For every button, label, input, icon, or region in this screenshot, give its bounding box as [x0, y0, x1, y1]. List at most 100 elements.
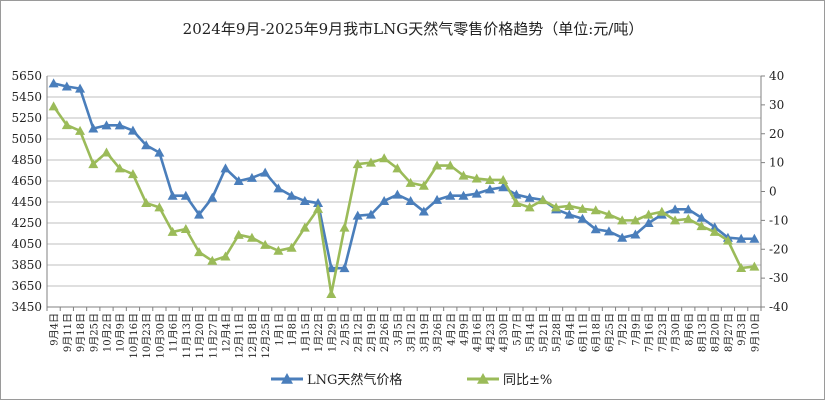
yoy-data-point — [194, 247, 205, 257]
yoy-data-point — [511, 198, 522, 208]
left-tick-label: 3450 — [11, 300, 42, 314]
price-data-point — [260, 167, 271, 177]
x-tick-label: 9月11日 — [62, 313, 74, 352]
x-tick-label: 8月27日 — [723, 313, 735, 352]
price-data-point — [233, 176, 244, 185]
price-data-point — [577, 213, 588, 223]
x-tick-label: 7月16日 — [644, 313, 656, 352]
price-data-point — [299, 195, 310, 205]
price-data-point — [432, 194, 443, 204]
price-data-point — [617, 232, 628, 242]
yoy-data-point — [630, 215, 641, 225]
price-data-point — [683, 204, 694, 214]
price-data-point — [630, 229, 641, 239]
x-tick-label: 12月4日 — [221, 313, 233, 352]
price-data-point — [696, 212, 707, 222]
legend-price-marker — [281, 373, 293, 384]
x-tick-label: 7月23日 — [657, 313, 669, 352]
yoy-data-point — [392, 163, 403, 173]
price-data-point — [524, 192, 535, 202]
x-tick-label: 9月25日 — [88, 313, 100, 352]
x-tick-label: 6月11日 — [578, 313, 590, 352]
yoy-data-point — [749, 261, 760, 271]
price-data-point — [352, 210, 363, 220]
x-tick-label: 3月5日 — [392, 313, 404, 346]
price-data-point — [88, 123, 99, 133]
left-tick-label: 4850 — [11, 153, 42, 167]
yoy-data-point — [75, 125, 86, 135]
yoy-data-point — [643, 209, 654, 219]
price-data-point — [365, 209, 376, 219]
x-tick-label: 12月25日 — [260, 313, 272, 358]
price-data-point — [736, 233, 747, 243]
x-tick-label: 9月18日 — [75, 313, 87, 352]
x-tick-label: 3月26日 — [432, 313, 444, 352]
x-tick-label: 10月23日 — [141, 313, 153, 358]
yoy-data-point — [299, 222, 310, 232]
x-tick-label: 2月26日 — [379, 313, 391, 352]
yoy-data-point — [617, 215, 628, 225]
yoy-data-point — [220, 251, 231, 261]
yoy-data-point — [233, 229, 244, 239]
right-tick-label: -20 — [769, 242, 788, 256]
price-series-line — [53, 82, 755, 270]
left-tick-label: 5050 — [11, 132, 42, 146]
left-tick-label: 3650 — [11, 279, 42, 293]
x-tick-label: 11月6日 — [168, 313, 180, 352]
price-data-point — [286, 190, 297, 200]
left-tick-label: 4050 — [11, 237, 42, 251]
price-data-point — [220, 163, 231, 173]
left-tick-label: 5450 — [11, 90, 42, 104]
price-data-point — [246, 172, 257, 182]
left-tick-label: 4450 — [11, 195, 42, 209]
plot-series — [48, 78, 760, 299]
x-tick-label: 8月13日 — [697, 313, 709, 352]
x-tick-label: 1月15日 — [300, 313, 312, 352]
yoy-data-point — [736, 263, 747, 273]
price-data-point — [207, 192, 218, 202]
x-tick-label: 7月9日 — [630, 313, 642, 346]
x-tick-label: 5月28日 — [551, 313, 563, 352]
yoy-data-point — [551, 202, 562, 212]
yoy-data-point — [709, 226, 720, 236]
yoy-data-point — [683, 213, 694, 223]
x-tick-label: 7月2日 — [617, 313, 629, 346]
left-tick-label: 3850 — [11, 258, 42, 272]
x-tick-label: 6月25日 — [604, 313, 616, 352]
x-tick-label: 4月16日 — [472, 313, 484, 352]
yoy-data-point — [207, 255, 218, 265]
x-tick-label: 2月19日 — [366, 313, 378, 352]
x-tick-label: 7月30日 — [670, 313, 682, 352]
yoy-data-point — [498, 174, 509, 184]
yoy-data-point — [273, 245, 284, 255]
yoy-data-point — [670, 215, 681, 225]
x-tick-label: 11月13日 — [181, 313, 193, 358]
price-data-point — [180, 190, 191, 200]
price-data-point — [61, 81, 72, 91]
left-tick-label: 4250 — [11, 216, 42, 230]
yoy-data-point — [722, 235, 733, 245]
yoy-data-point — [445, 160, 456, 170]
left-tick-label: 5250 — [11, 111, 42, 125]
yoy-data-point — [537, 195, 548, 205]
x-tick-label: 1月8日 — [287, 313, 299, 346]
x-tick-label: 4月2日 — [445, 313, 457, 346]
yoy-data-point — [88, 159, 99, 169]
legend[interactable]: LNG天然气价格 同比±% — [271, 372, 552, 388]
price-data-point — [590, 224, 601, 234]
price-data-point — [154, 147, 165, 157]
right-tick-label: 10 — [769, 156, 784, 170]
legend-yoy-label: 同比±% — [503, 373, 552, 388]
yoy-data-point — [339, 222, 350, 232]
x-tick-label: 10月30日 — [154, 313, 166, 358]
yoy-series-line — [52, 105, 755, 296]
price-data-point — [418, 206, 429, 216]
x-tick-label: 12月18日 — [247, 313, 259, 358]
price-data-point — [48, 78, 59, 88]
price-data-point — [498, 182, 509, 192]
yoy-data-point — [286, 242, 297, 252]
x-tick-label: 5月7日 — [511, 313, 523, 346]
x-tick-label: 9月3日 — [736, 313, 748, 346]
yoy-data-point — [246, 232, 257, 242]
